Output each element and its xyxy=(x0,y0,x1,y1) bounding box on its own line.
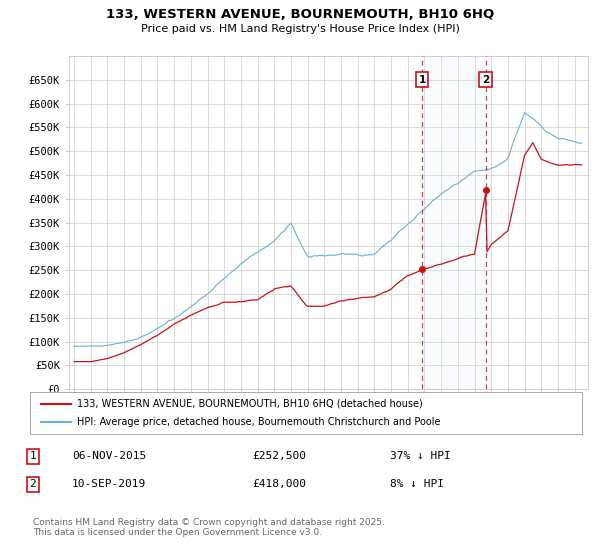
Text: HPI: Average price, detached house, Bournemouth Christchurch and Poole: HPI: Average price, detached house, Bour… xyxy=(77,417,440,427)
Text: £252,500: £252,500 xyxy=(252,451,306,461)
Text: £418,000: £418,000 xyxy=(252,479,306,489)
Text: 10-SEP-2019: 10-SEP-2019 xyxy=(72,479,146,489)
Text: 133, WESTERN AVENUE, BOURNEMOUTH, BH10 6HQ (detached house): 133, WESTERN AVENUE, BOURNEMOUTH, BH10 6… xyxy=(77,399,422,409)
Text: 1: 1 xyxy=(418,75,425,85)
Text: 8% ↓ HPI: 8% ↓ HPI xyxy=(390,479,444,489)
Text: Price paid vs. HM Land Registry's House Price Index (HPI): Price paid vs. HM Land Registry's House … xyxy=(140,24,460,34)
Text: 133, WESTERN AVENUE, BOURNEMOUTH, BH10 6HQ: 133, WESTERN AVENUE, BOURNEMOUTH, BH10 6… xyxy=(106,8,494,21)
Text: 2: 2 xyxy=(29,479,37,489)
Text: 37% ↓ HPI: 37% ↓ HPI xyxy=(390,451,451,461)
Bar xyxy=(422,56,486,389)
Text: 06-NOV-2015: 06-NOV-2015 xyxy=(72,451,146,461)
Text: 1: 1 xyxy=(29,451,37,461)
Text: Contains HM Land Registry data © Crown copyright and database right 2025.
This d: Contains HM Land Registry data © Crown c… xyxy=(33,518,385,538)
Text: 2: 2 xyxy=(482,75,490,85)
